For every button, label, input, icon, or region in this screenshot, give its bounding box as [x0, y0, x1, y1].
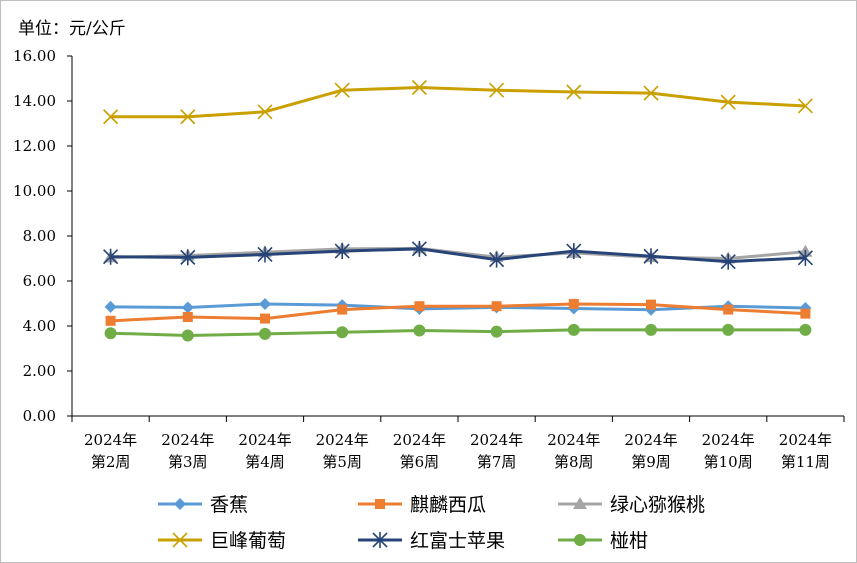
data-point — [797, 98, 813, 114]
series-line — [110, 328, 806, 337]
unit-label: 单位：元/公斤 — [18, 19, 126, 39]
series-line — [110, 86, 806, 119]
data-point — [257, 246, 273, 263]
y-tick-label: 14.00 — [13, 92, 56, 110]
data-point — [181, 329, 194, 342]
data-point — [645, 323, 657, 336]
data-point — [180, 249, 196, 266]
x-tick-label: 2024年 — [470, 431, 523, 449]
data-point — [259, 327, 271, 340]
legend-label: 麒麟西瓜 — [410, 494, 486, 516]
x-tick-label: 第7周 — [477, 453, 517, 471]
data-point — [566, 243, 582, 260]
data-point — [643, 85, 659, 101]
y-tick-label: 12.00 — [13, 137, 56, 155]
legend-label: 巨峰葡萄 — [210, 530, 286, 552]
data-point — [182, 312, 193, 322]
data-point — [799, 323, 812, 336]
x-tick-label: 2024年 — [779, 431, 832, 449]
data-point — [337, 304, 348, 315]
data-point — [646, 299, 656, 310]
x-tick-label: 2024年 — [161, 431, 214, 449]
legend-marker — [375, 499, 385, 509]
data-point — [103, 248, 119, 265]
x-tick-label: 第3周 — [168, 453, 208, 471]
data-point — [413, 324, 426, 337]
x-tick-label: 第9周 — [631, 453, 671, 471]
legend-marker — [172, 532, 188, 548]
data-point — [800, 308, 811, 319]
x-tick-label: 第10周 — [704, 453, 753, 471]
data-point — [259, 297, 271, 310]
x-tick-label: 2024年 — [702, 431, 755, 449]
data-point — [797, 249, 813, 266]
data-point — [334, 243, 350, 260]
y-tick-label: 8.00 — [23, 227, 56, 245]
data-point — [103, 109, 119, 125]
data-point — [105, 315, 116, 326]
data-point — [257, 104, 273, 120]
x-tick-label: 2024年 — [238, 431, 291, 449]
data-point — [489, 251, 505, 268]
data-point — [643, 248, 659, 265]
data-point — [414, 301, 425, 312]
y-tick-label: 0.00 — [23, 407, 56, 425]
data-point — [568, 298, 579, 309]
data-point — [490, 325, 503, 338]
series-line — [110, 302, 806, 323]
y-tick-label: 10.00 — [13, 182, 56, 200]
legend-marker — [574, 534, 586, 546]
x-tick-label: 2024年 — [393, 431, 446, 449]
x-tick-label: 第6周 — [400, 453, 440, 471]
y-tick-label: 6.00 — [23, 272, 56, 290]
x-tick-label: 第11周 — [781, 453, 830, 471]
x-tick-label: 2024年 — [547, 431, 600, 449]
y-tick-label: 16.00 — [13, 47, 56, 65]
y-tick-label: 2.00 — [23, 362, 56, 380]
x-tick-label: 第4周 — [245, 453, 285, 471]
legend-label: 椪柑 — [610, 530, 648, 552]
x-tick-label: 2024年 — [624, 431, 677, 449]
data-point — [334, 82, 350, 98]
data-point — [491, 301, 502, 312]
data-point — [104, 327, 117, 340]
data-point — [336, 326, 349, 339]
x-tick-label: 2024年 — [316, 431, 369, 449]
x-tick-label: 2024年 — [84, 431, 137, 449]
x-tick-label: 第8周 — [554, 453, 594, 471]
data-point — [720, 94, 736, 110]
data-point — [723, 304, 734, 315]
x-tick-label: 第2周 — [91, 453, 131, 471]
legend-marker — [573, 497, 587, 509]
data-point — [411, 79, 427, 96]
data-point — [489, 82, 505, 98]
data-point — [411, 240, 427, 257]
legend-marker — [174, 498, 186, 510]
legend-label: 红富士苹果 — [410, 530, 505, 552]
y-tick-label: 4.00 — [23, 317, 56, 335]
legend-marker — [372, 532, 388, 548]
data-point — [722, 323, 735, 336]
data-point — [181, 301, 194, 314]
data-point — [180, 109, 196, 125]
legend-label: 绿心猕猴桃 — [610, 494, 705, 516]
data-point — [566, 84, 582, 100]
data-point — [720, 253, 736, 270]
data-point — [260, 313, 270, 324]
x-tick-label: 第5周 — [322, 453, 362, 471]
series-line — [110, 247, 806, 264]
legend-label: 香蕉 — [210, 494, 248, 516]
data-point — [104, 300, 117, 313]
data-point — [567, 323, 580, 336]
